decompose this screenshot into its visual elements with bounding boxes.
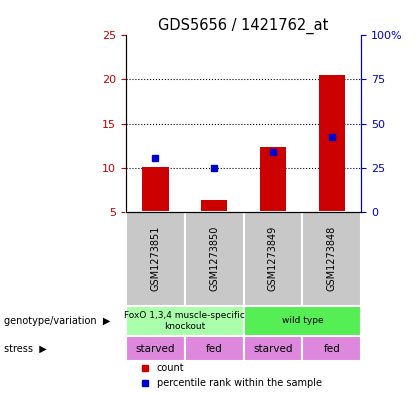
Bar: [126, 212, 185, 306]
Text: percentile rank within the sample: percentile rank within the sample: [157, 378, 322, 388]
Bar: [244, 212, 302, 306]
Bar: [126, 336, 185, 361]
Bar: [260, 147, 286, 212]
Text: fed: fed: [206, 343, 223, 354]
Title: GDS5656 / 1421762_at: GDS5656 / 1421762_at: [158, 18, 329, 34]
Text: GSM1273850: GSM1273850: [209, 226, 219, 291]
Text: FoxO 1,3,4 muscle-specific
knockout: FoxO 1,3,4 muscle-specific knockout: [124, 311, 245, 331]
Bar: [319, 75, 345, 212]
Bar: [244, 306, 361, 336]
Text: starved: starved: [136, 343, 175, 354]
Bar: [126, 306, 244, 336]
Text: count: count: [157, 363, 184, 373]
Bar: [142, 167, 169, 212]
Text: GSM1273848: GSM1273848: [327, 226, 337, 291]
Text: genotype/variation  ▶: genotype/variation ▶: [4, 316, 110, 326]
Bar: [244, 336, 302, 361]
Text: GSM1273851: GSM1273851: [150, 226, 160, 291]
Text: GSM1273849: GSM1273849: [268, 226, 278, 291]
Bar: [185, 336, 244, 361]
Bar: [185, 212, 244, 306]
Text: stress  ▶: stress ▶: [4, 343, 47, 354]
Text: fed: fed: [323, 343, 340, 354]
Text: wild type: wild type: [281, 316, 323, 325]
Bar: [302, 336, 361, 361]
Bar: [201, 200, 228, 212]
Text: starved: starved: [253, 343, 293, 354]
Bar: [302, 212, 361, 306]
